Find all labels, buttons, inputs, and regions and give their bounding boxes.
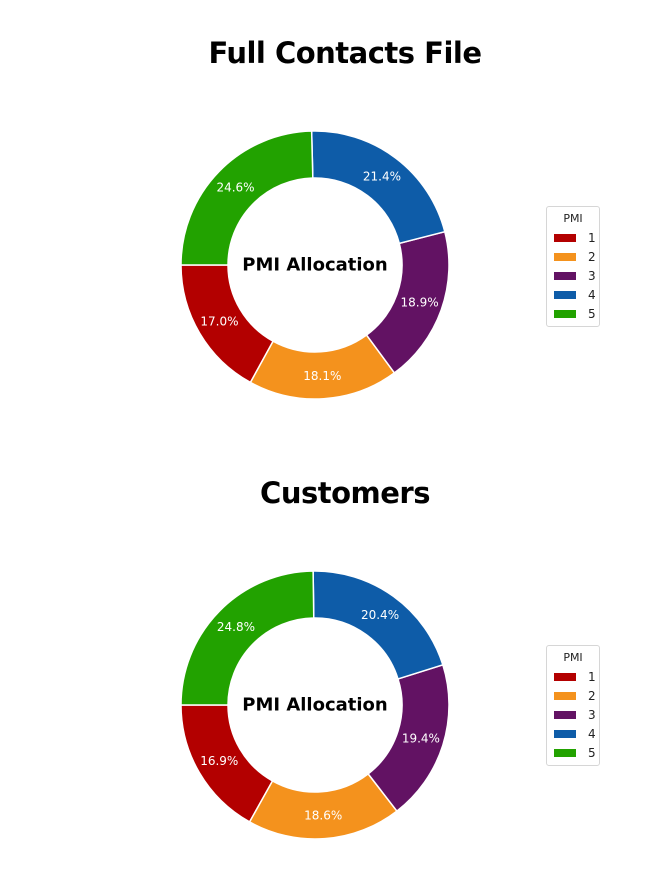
legend-item-5: 5: [547, 743, 599, 762]
legend-item-3: 3: [547, 705, 599, 724]
legend-label: 5: [588, 306, 596, 321]
slice-value-label-4: 21.4%: [363, 169, 401, 183]
legend-swatch: [554, 271, 576, 280]
legend-swatch: [554, 290, 576, 299]
center-label: PMI Allocation: [242, 695, 387, 716]
legend-label: 2: [588, 688, 596, 703]
slice-value-label-2: 18.1%: [303, 369, 341, 383]
legend-swatch: [554, 252, 576, 261]
legend-label: 3: [588, 707, 596, 722]
legend-item-3: 3: [547, 266, 599, 285]
slice-value-label-1: 16.9%: [200, 754, 238, 768]
legend-item-2: 2: [547, 247, 599, 266]
chart-title: Full Contacts File: [208, 36, 482, 70]
legend: PMI 1 2 3 4 5: [546, 645, 600, 766]
legend-label: 3: [588, 268, 596, 283]
donut-slice-4: [310, 130, 446, 245]
legend-label: 4: [588, 726, 596, 741]
donut-slice-4: [312, 570, 444, 680]
center-label: PMI Allocation: [242, 255, 387, 276]
legend-item-4: 4: [547, 285, 599, 304]
legend: PMI 1 2 3 4 5: [546, 206, 600, 327]
slice-value-label-1: 17.0%: [200, 315, 238, 329]
legend-swatch: [554, 233, 576, 242]
legend-swatch: [554, 672, 576, 681]
legend-item-2: 2: [547, 686, 599, 705]
legend-swatch: [554, 691, 576, 700]
legend-title: PMI: [563, 651, 583, 664]
legend-label: 1: [588, 669, 596, 684]
slice-value-label-3: 18.9%: [400, 295, 438, 309]
chart-title: Customers: [260, 476, 430, 510]
legend-swatch: [554, 748, 576, 757]
slice-value-label-5: 24.6%: [216, 181, 254, 195]
donut-chart-full-contacts: 17.0% 18.1% 18.9% 21.4% 24.6% PMI Allocation: [180, 130, 450, 400]
donut-slice-5: [180, 130, 314, 266]
slice-value-label-2: 18.6%: [304, 809, 342, 823]
slice-value-label-4: 20.4%: [361, 608, 399, 622]
legend-title: PMI: [563, 212, 583, 225]
legend-label: 5: [588, 745, 596, 760]
legend-item-4: 4: [547, 724, 599, 743]
legend-swatch: [554, 309, 576, 318]
legend-label: 2: [588, 249, 596, 264]
legend-item-1: 1: [547, 228, 599, 247]
slice-value-label-3: 19.4%: [402, 731, 440, 745]
legend-label: 4: [588, 287, 596, 302]
legend-label: 1: [588, 230, 596, 245]
slice-value-label-5: 24.8%: [217, 620, 255, 634]
donut-chart-customers: 16.9% 18.6% 19.4% 20.4% 24.8% PMI Allocation: [180, 570, 450, 840]
donut-slice-5: [180, 570, 315, 706]
legend-swatch: [554, 710, 576, 719]
legend-item-5: 5: [547, 304, 599, 323]
legend-item-1: 1: [547, 667, 599, 686]
legend-swatch: [554, 729, 576, 738]
